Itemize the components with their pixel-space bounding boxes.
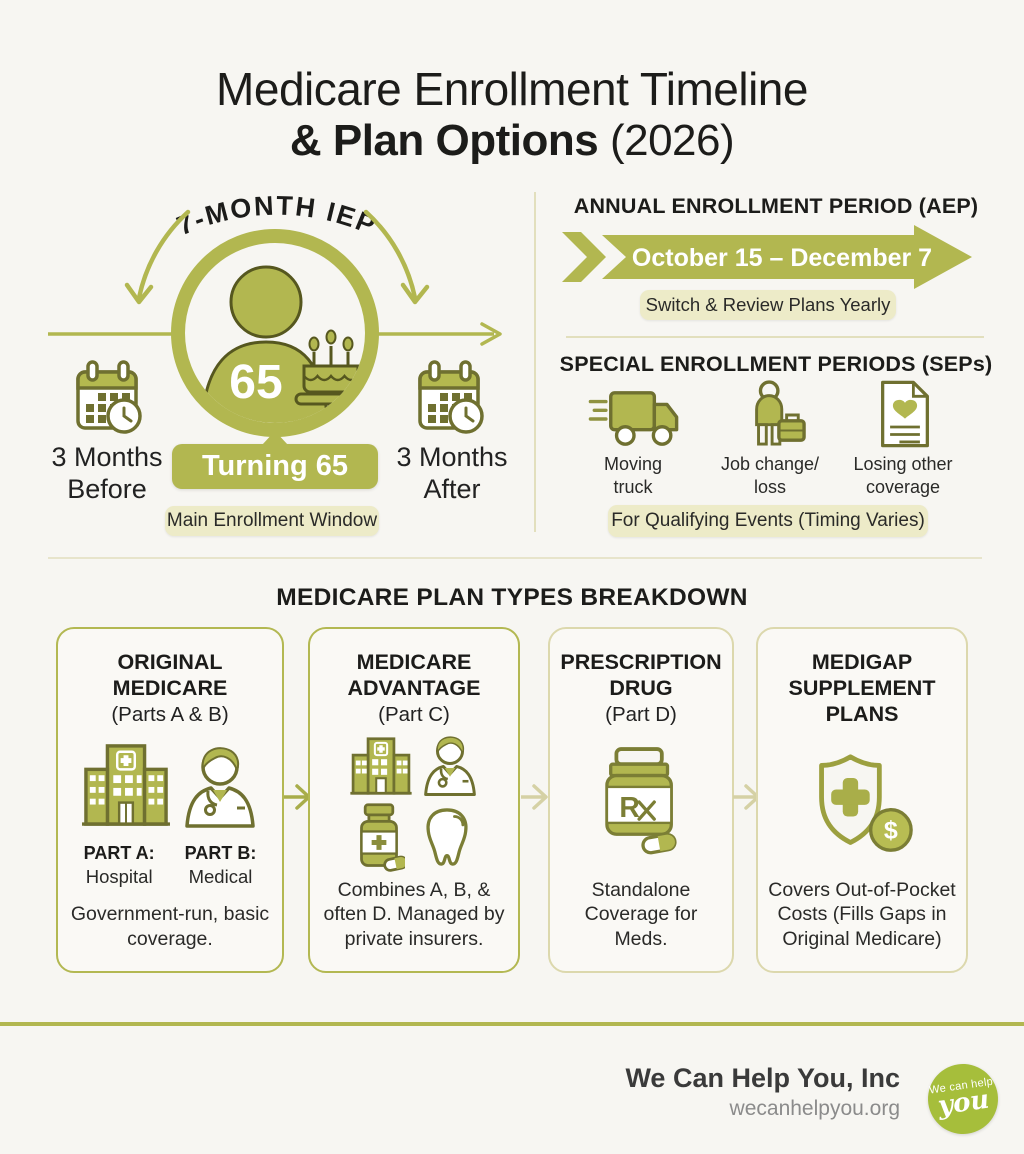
- sep-heading: SPECIAL ENROLLMENT PERIODS (SEPs): [559, 352, 993, 376]
- page-title-line1: Medicare Enrollment Timeline: [216, 63, 808, 115]
- svg-text:65: 65: [229, 356, 282, 409]
- card-title: MEDIGAP SUPPLEMENT PLANS: [788, 650, 936, 727]
- card-icons: [349, 734, 479, 872]
- doctor-icon: [424, 736, 476, 796]
- main-enrollment-window-pill: Main Enrollment Window: [165, 506, 379, 536]
- card-prescription-drug: PRESCRIPTION DRUG (Part D) R Standalone …: [548, 627, 734, 973]
- moving-truck-icon: [588, 391, 679, 446]
- part-b: PART B: Medical: [184, 843, 257, 887]
- label-3-months-before: 3 Months Before: [51, 442, 163, 504]
- card-subtitle: (Part C): [378, 703, 450, 727]
- aep-arrow-banner: October 15 – December 7: [562, 225, 972, 289]
- calendar-after-icon: [418, 360, 484, 434]
- pill-bottle-icon: [360, 803, 405, 872]
- sep-label-losing-coverage: Losing other coverage: [853, 454, 953, 498]
- svg-text:October 15 – December 7: October 15 – December 7: [632, 244, 932, 272]
- doctor-icon: [185, 747, 255, 828]
- vertical-divider: [534, 192, 536, 532]
- card-medigap-supplement: MEDIGAP SUPPLEMENT PLANS $ Covers Out-of…: [756, 627, 968, 973]
- footer-text-block: We Can Help You, Inc wecanhelpyou.org: [625, 1063, 900, 1121]
- hospital-icon: [82, 744, 170, 826]
- label-3-months-after: 3 Months After: [396, 442, 508, 504]
- sep-note-pill: For Qualifying Events (Timing Varies): [608, 505, 928, 537]
- page-title-year: (2026): [609, 116, 735, 165]
- card-medicare-advantage: MEDICARE ADVANTAGE (Part C): [308, 627, 520, 973]
- curved-arrow-right-icon: [363, 209, 430, 305]
- svg-text:R: R: [619, 792, 640, 824]
- card-title: ORIGINAL MEDICARE: [112, 650, 228, 701]
- curved-arrow-left-icon: [124, 209, 191, 305]
- aep-sep-divider: [566, 336, 984, 338]
- card-title: PRESCRIPTION DRUG: [560, 650, 722, 701]
- job-change-icon: [755, 380, 806, 446]
- flow-arrow-icon: [521, 784, 548, 810]
- section-divider: [48, 557, 982, 559]
- card-description: Government-run, basic coverage.: [70, 903, 270, 950]
- card-original-medicare: ORIGINAL MEDICARE (Parts A & B): [56, 627, 284, 973]
- company-logo: We can help you: [923, 1059, 1003, 1139]
- plans-heading: MEDICARE PLAN TYPES BREAKDOWN: [276, 584, 748, 611]
- sep-label-moving-truck: Moving truck: [603, 454, 663, 498]
- card-description: Covers Out-of-Pocket Costs (Fills Gaps i…: [768, 878, 956, 950]
- logo-text-script: you: [936, 1084, 992, 1122]
- aep-heading: ANNUAL ENROLLMENT PERIOD (AEP): [573, 194, 979, 218]
- capsule-icon: [641, 832, 677, 855]
- footer-website: wecanhelpyou.org: [729, 1097, 900, 1121]
- turning-65-person-icon: 65: [171, 229, 379, 437]
- hospital-icon: [350, 737, 412, 795]
- page-title-line2: & Plan Options (2026): [0, 116, 1024, 166]
- card-icons: [80, 742, 260, 828]
- dollar-coin-icon: $: [868, 807, 913, 852]
- parts-row: PART A: Hospital PART B: Medical: [84, 842, 257, 888]
- calendar-before-icon: [76, 360, 142, 434]
- turning-65-banner: Turning 65: [172, 431, 378, 489]
- card-description: Combines A, B, & often D. Managed by pri…: [323, 878, 505, 950]
- footer-accent-bar: [0, 1022, 1024, 1026]
- losing-coverage-icon: [881, 380, 929, 448]
- rx-bottle-icon: R: [605, 746, 677, 855]
- shield-cross-icon: $: [819, 754, 913, 852]
- page-title-bold: & Plan Options: [289, 116, 599, 165]
- part-a: PART A: Hospital: [83, 843, 155, 887]
- card-subtitle: (Parts A & B): [111, 703, 229, 727]
- footer-company-name: We Can Help You, Inc: [625, 1063, 900, 1093]
- tooth-icon: [426, 807, 468, 866]
- svg-text:$: $: [884, 816, 898, 844]
- card-subtitle: (Part D): [605, 703, 677, 727]
- card-title: MEDICARE ADVANTAGE: [347, 650, 481, 701]
- sep-label-job-change: Job change/loss: [720, 454, 820, 498]
- aep-note-pill: Switch & Review Plans Yearly: [640, 290, 896, 320]
- card-description: Standalone Coverage for Meds.: [584, 878, 698, 950]
